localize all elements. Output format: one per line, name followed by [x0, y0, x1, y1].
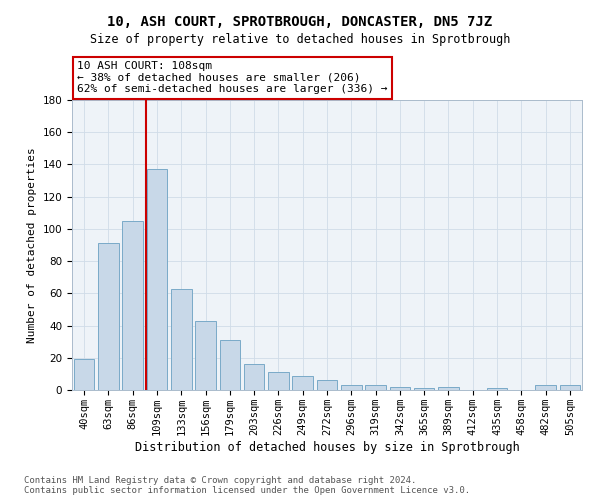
Text: 10 ASH COURT: 108sqm
← 38% of detached houses are smaller (206)
62% of semi-deta: 10 ASH COURT: 108sqm ← 38% of detached h… [77, 61, 388, 94]
Bar [122, 221, 143, 390]
Bar [365, 385, 386, 390]
Bar [389, 387, 410, 390]
Bar [487, 388, 508, 390]
Text: Contains HM Land Registry data © Crown copyright and database right 2024.
Contai: Contains HM Land Registry data © Crown c… [24, 476, 470, 495]
Text: 10, ASH COURT, SPROTBROUGH, DONCASTER, DN5 7JZ: 10, ASH COURT, SPROTBROUGH, DONCASTER, D… [107, 15, 493, 29]
Bar [146, 170, 167, 390]
Bar [341, 385, 362, 390]
X-axis label: Distribution of detached houses by size in Sprotbrough: Distribution of detached houses by size … [134, 440, 520, 454]
Y-axis label: Number of detached properties: Number of detached properties [27, 147, 37, 343]
Bar [535, 385, 556, 390]
Bar [171, 288, 191, 390]
Text: Size of property relative to detached houses in Sprotbrough: Size of property relative to detached ho… [90, 32, 510, 46]
Bar [195, 320, 216, 390]
Bar [244, 364, 265, 390]
Bar [268, 372, 289, 390]
Bar [292, 376, 313, 390]
Bar [560, 385, 580, 390]
Bar [74, 360, 94, 390]
Bar [220, 340, 240, 390]
Bar [98, 244, 119, 390]
Bar [317, 380, 337, 390]
Bar [438, 387, 459, 390]
Bar [414, 388, 434, 390]
